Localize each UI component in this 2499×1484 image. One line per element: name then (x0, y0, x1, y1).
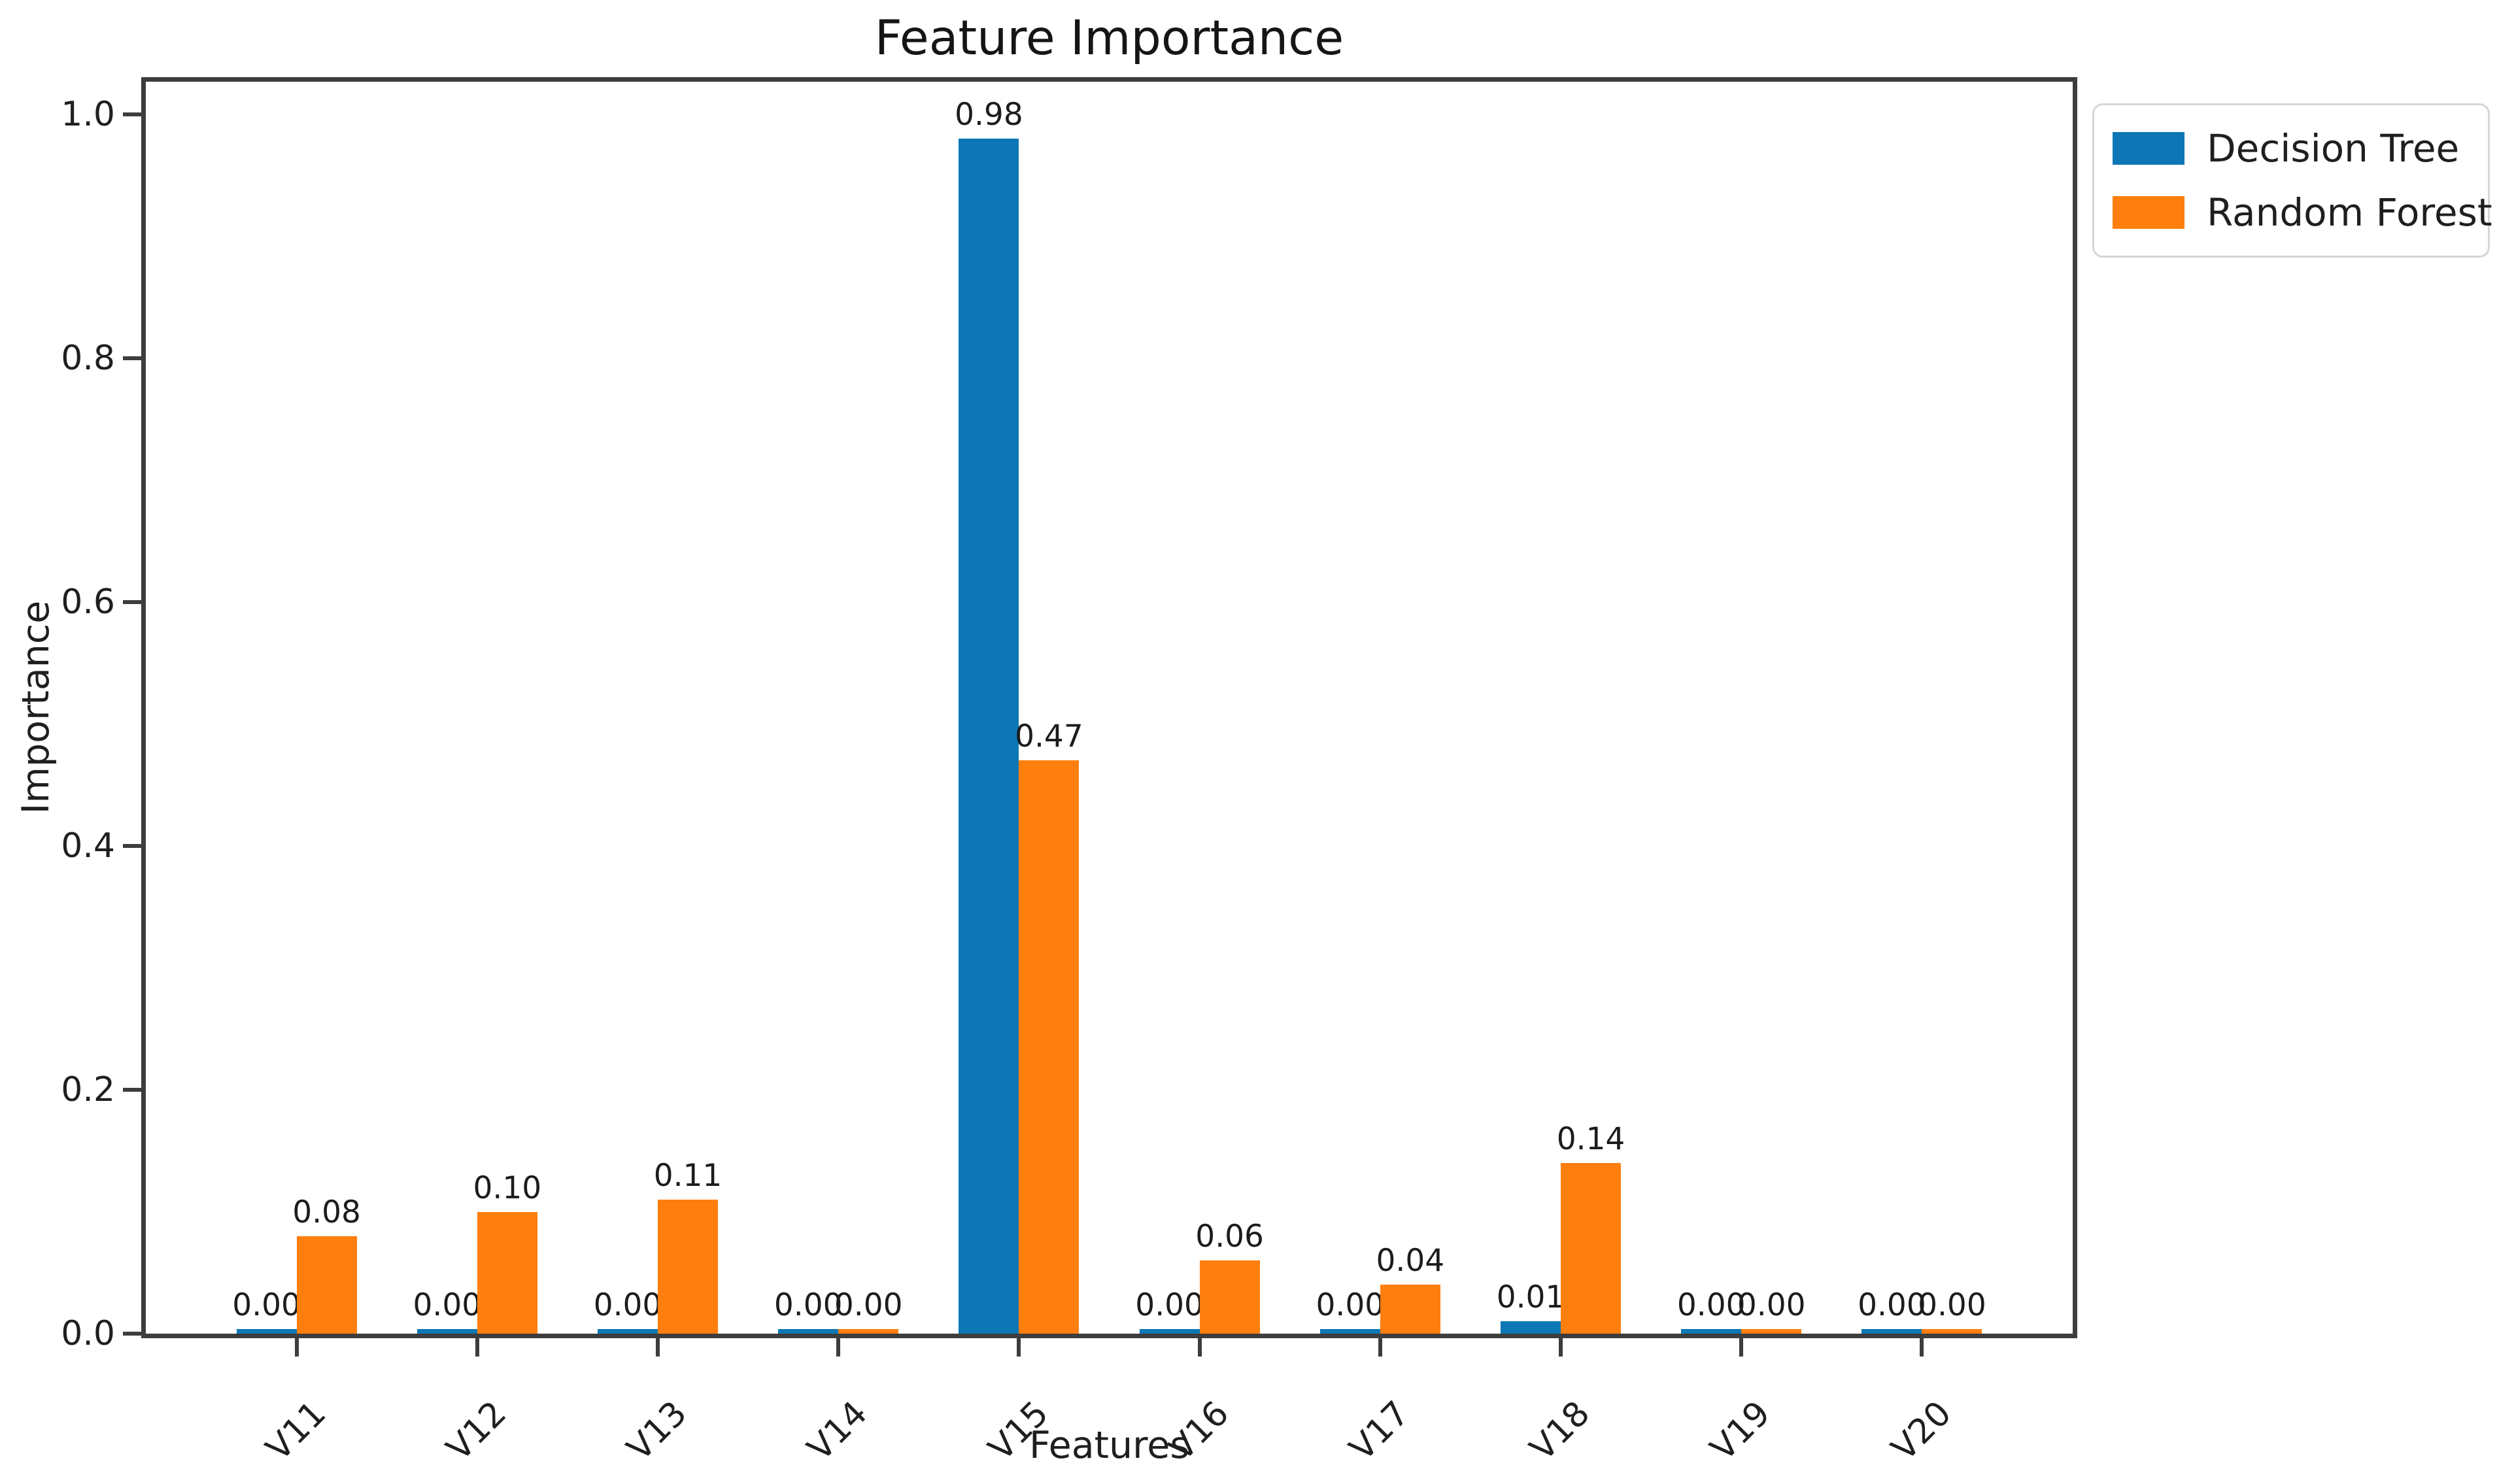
y-tick-0.6 (123, 600, 141, 604)
value-label-decision-tree-v17: 0.00 (1316, 1287, 1385, 1323)
y-tick-label-0.2: 0.2 (61, 1070, 115, 1109)
chart-title: Feature Importance (874, 10, 1344, 66)
bar-decision-tree-v11 (236, 1329, 297, 1334)
x-tick-v11 (294, 1338, 299, 1357)
bar-decision-tree-v15 (959, 139, 1019, 1334)
value-label-random-forest-v15: 0.47 (1015, 718, 1083, 755)
x-tick-v19 (1739, 1338, 1744, 1357)
y-tick-label-0.4: 0.4 (61, 826, 115, 866)
y-axis-label: Importance (14, 600, 58, 815)
x-tick-v15 (1017, 1338, 1021, 1357)
x-tick-v20 (1920, 1338, 1924, 1357)
value-label-decision-tree-v19: 0.00 (1676, 1287, 1746, 1323)
random-forest-color-swatch (2113, 195, 2184, 229)
legend-label-decision-tree: Decision Tree (2207, 126, 2460, 171)
bar-random-forest-v20 (1922, 1329, 1982, 1334)
x-axis-label: Features (1028, 1424, 1190, 1467)
y-tick-1.0 (123, 112, 141, 116)
value-label-random-forest-v18: 0.14 (1556, 1121, 1625, 1157)
bar-random-forest-v12 (477, 1211, 537, 1334)
x-tick-v13 (656, 1338, 660, 1357)
y-tick-label-0.6: 0.6 (61, 582, 115, 622)
bar-random-forest-v19 (1741, 1329, 1802, 1334)
y-tick-0.4 (123, 844, 141, 848)
bar-decision-tree-v14 (778, 1329, 839, 1334)
value-label-decision-tree-v18: 0.01 (1496, 1279, 1565, 1316)
bar-random-forest-v11 (296, 1236, 357, 1334)
value-label-random-forest-v14: 0.00 (834, 1287, 903, 1323)
y-tick-0.0 (123, 1332, 141, 1336)
bar-decision-tree-v19 (1681, 1329, 1742, 1334)
bar-random-forest-v16 (1199, 1260, 1260, 1334)
bar-decision-tree-v12 (416, 1329, 477, 1334)
x-tick-v16 (1197, 1338, 1202, 1357)
value-label-random-forest-v13: 0.11 (653, 1157, 722, 1194)
bar-decision-tree-v16 (1139, 1329, 1200, 1334)
value-label-decision-tree-v16: 0.00 (1135, 1287, 1204, 1323)
value-label-decision-tree-v12: 0.00 (413, 1287, 482, 1323)
value-label-random-forest-v12: 0.10 (473, 1170, 542, 1206)
bar-random-forest-v17 (1380, 1285, 1440, 1334)
y-tick-label-0.8: 0.8 (61, 339, 115, 378)
value-label-decision-tree-v15: 0.98 (955, 97, 1023, 133)
y-tick-label-0.0: 0.0 (61, 1314, 115, 1353)
bar-decision-tree-v18 (1501, 1321, 1561, 1334)
value-label-random-forest-v11: 0.08 (292, 1194, 361, 1230)
y-tick-label-1.0: 1.0 (61, 95, 115, 134)
value-label-decision-tree-v13: 0.00 (593, 1287, 662, 1323)
bar-decision-tree-v13 (598, 1329, 658, 1334)
value-label-random-forest-v17: 0.04 (1376, 1243, 1445, 1279)
y-tick-0.8 (123, 356, 141, 360)
y-tick-0.2 (123, 1088, 141, 1092)
bar-random-forest-v14 (838, 1329, 899, 1334)
bar-random-forest-v18 (1561, 1162, 1622, 1334)
value-label-random-forest-v20: 0.00 (1918, 1287, 1986, 1323)
legend-item-random-forest: Random Forest (2113, 192, 2492, 233)
bar-random-forest-v15 (1019, 760, 1080, 1334)
value-label-random-forest-v16: 0.06 (1195, 1219, 1264, 1255)
bar-decision-tree-v20 (1862, 1329, 1922, 1334)
value-label-decision-tree-v20: 0.00 (1858, 1287, 1926, 1323)
x-tick-v14 (836, 1338, 841, 1357)
legend-label-random-forest: Random Forest (2207, 190, 2492, 235)
bar-random-forest-v13 (658, 1199, 719, 1334)
x-tick-v17 (1378, 1338, 1382, 1357)
legend: Decision Tree Random Forest (2092, 103, 2492, 258)
value-label-decision-tree-v14: 0.00 (774, 1287, 843, 1323)
x-tick-v18 (1559, 1338, 1563, 1357)
value-label-random-forest-v19: 0.00 (1737, 1287, 1806, 1323)
bar-decision-tree-v17 (1319, 1329, 1380, 1334)
legend-item-decision-tree: Decision Tree (2113, 128, 2470, 169)
decision-tree-color-swatch (2113, 132, 2184, 165)
value-label-decision-tree-v11: 0.00 (232, 1287, 301, 1323)
x-tick-v12 (475, 1338, 479, 1357)
